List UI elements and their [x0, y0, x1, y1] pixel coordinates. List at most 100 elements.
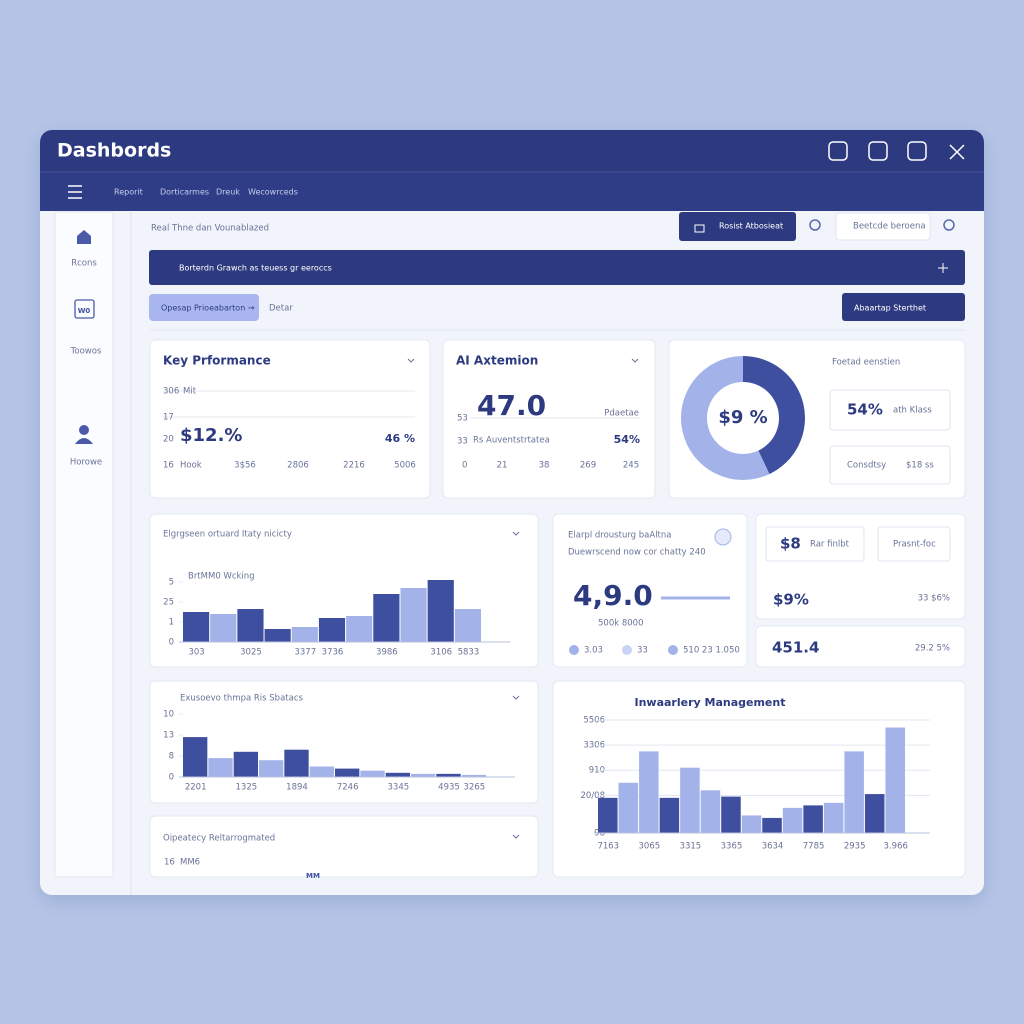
label: Duewrscend now cor chatty 240: [568, 548, 706, 558]
close-icon[interactable]: [949, 144, 965, 160]
window-icon[interactable]: [907, 141, 927, 161]
x-tick-label: 2201: [185, 783, 207, 793]
bar: [373, 594, 400, 642]
label: $18 ss: [906, 461, 934, 471]
x-tick-label: 3986: [376, 648, 398, 658]
label: MM: [306, 872, 320, 880]
chevron[interactable]: [407, 358, 415, 363]
filter-pill[interactable]: [149, 294, 259, 321]
label: 245: [623, 461, 639, 471]
bar: [284, 749, 309, 777]
window-icon[interactable]: [868, 141, 888, 161]
label: $8: [780, 535, 801, 553]
inner-box: [829, 445, 951, 485]
home-icon[interactable]: [77, 230, 91, 244]
bar: [885, 727, 905, 833]
y-tick-label: 20/08: [581, 791, 606, 801]
label: 20: [163, 435, 174, 445]
label: Dreuk: [216, 188, 240, 197]
label: Mit: [183, 387, 197, 397]
bar: [346, 616, 373, 642]
search-icon[interactable]: [943, 219, 955, 231]
card: [755, 625, 966, 668]
label: 33: [637, 646, 648, 656]
x-tick-label: 3365: [721, 842, 743, 852]
x-tick-label: 3065: [639, 842, 661, 852]
label: $9%: [773, 591, 809, 609]
menu-icon[interactable]: [68, 185, 82, 199]
x-tick-label: 1325: [236, 783, 258, 793]
chevron[interactable]: [512, 531, 520, 536]
y-tick-label: 1: [169, 618, 174, 628]
nav-bar: [40, 172, 984, 211]
inner-box: [765, 526, 865, 562]
label: Rcons: [71, 259, 97, 269]
label: 0: [462, 461, 467, 471]
label: $12.%: [180, 425, 242, 446]
button[interactable]: [842, 293, 965, 321]
label: 500k 8000: [598, 619, 643, 629]
label: Consdtsy: [847, 461, 886, 471]
bar: [309, 766, 334, 777]
bar: [639, 751, 659, 833]
chevron[interactable]: [512, 695, 520, 700]
label: 33: [457, 437, 468, 447]
chevron[interactable]: [512, 834, 520, 839]
calendar-icon[interactable]: [74, 299, 95, 319]
label: Elarpl drousturg baAltna: [568, 531, 672, 541]
bar: [237, 609, 264, 642]
banner-icon: [938, 263, 948, 273]
bar: [803, 805, 823, 833]
label: 29.2 5%: [915, 644, 950, 654]
card: [149, 815, 539, 878]
button[interactable]: [679, 212, 796, 241]
x-tick-label: 3345: [388, 783, 410, 793]
label: 3$56: [234, 461, 256, 471]
bar: [335, 768, 360, 777]
bar: [183, 612, 210, 642]
chevron[interactable]: [631, 358, 639, 363]
bar: [782, 807, 803, 833]
label: BrtMM0 Wcking: [188, 572, 255, 582]
label: AI Axtemion: [456, 354, 538, 368]
y-tick-label: 5506: [583, 716, 605, 726]
y-tick-label: 10: [163, 710, 174, 720]
x-tick-label: 1894: [286, 783, 308, 793]
label: 2806: [287, 461, 309, 471]
label: Wecowrceds: [248, 188, 298, 197]
inner-box: [877, 526, 951, 562]
x-tick-label: 3736: [322, 648, 344, 658]
search-icon[interactable]: [809, 219, 821, 231]
label: 17: [163, 413, 174, 423]
x-tick-label: 3025: [240, 648, 262, 658]
bar: [844, 751, 864, 833]
x-tick-label: 7246: [337, 783, 359, 793]
x-tick-label: 2935: [844, 842, 866, 852]
label: 16: [164, 858, 175, 868]
legend-dot: [668, 645, 678, 655]
label: 33 $6%: [918, 594, 950, 604]
bar: [598, 797, 618, 833]
user-icon[interactable]: [79, 425, 89, 435]
label: W0: [78, 307, 91, 315]
bar: [208, 758, 233, 777]
label: 46 %: [385, 432, 415, 445]
bar: [454, 609, 481, 642]
search-input[interactable]: [835, 212, 931, 241]
info-icon[interactable]: [714, 528, 732, 546]
x-tick-label: 3634: [762, 842, 784, 852]
bar: [659, 797, 680, 833]
label: Toowos: [70, 347, 102, 357]
donut-center-label: $9 %: [718, 407, 767, 428]
x-tick-label: 3106: [430, 648, 452, 658]
label: Exusoevo thmpa Ris Sbatacs: [180, 694, 303, 704]
bar: [436, 773, 461, 777]
y-tick-label: 13: [163, 731, 174, 741]
bar: [210, 614, 237, 642]
user-icon[interactable]: [75, 438, 93, 444]
label: 3.03: [584, 646, 603, 656]
bar: [318, 618, 346, 642]
window-icon[interactable]: [828, 141, 848, 161]
bar: [427, 580, 454, 642]
